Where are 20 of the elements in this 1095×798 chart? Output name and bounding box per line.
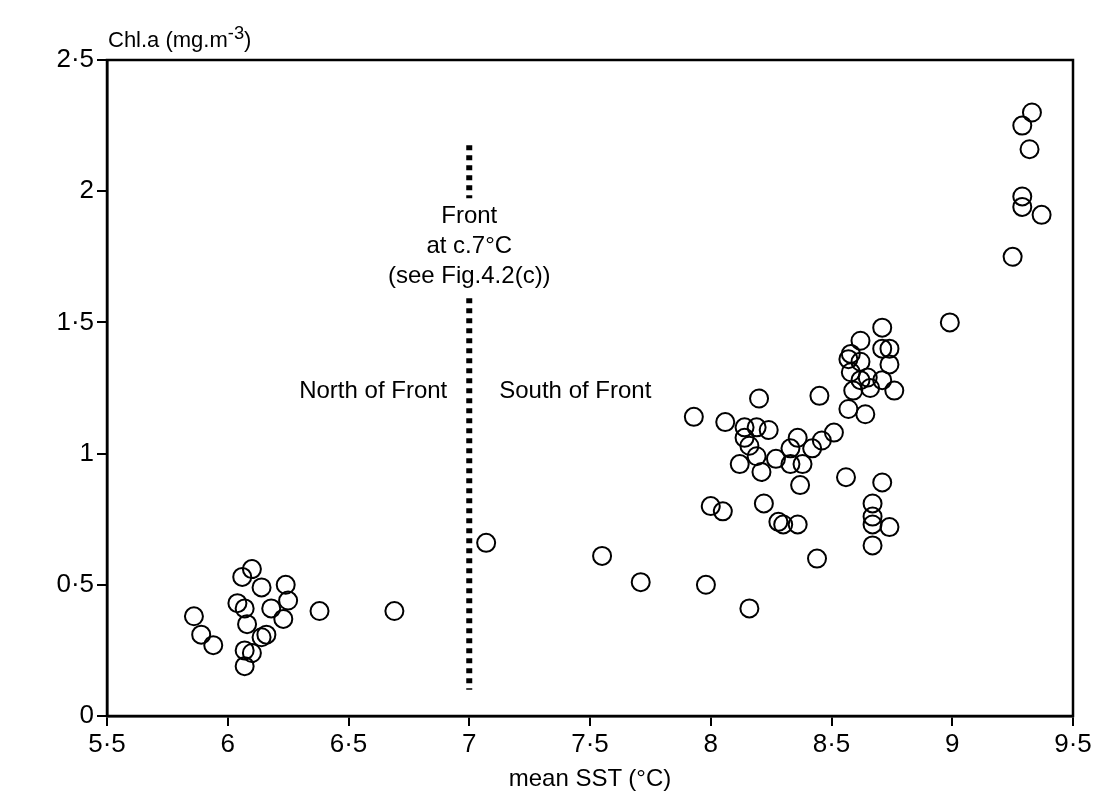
y-tick-label: 2·5 bbox=[56, 43, 94, 74]
y-tick-label: 2 bbox=[79, 174, 94, 205]
x-axis-title: mean SST (°C) bbox=[508, 764, 672, 792]
x-tick-label: 7 bbox=[462, 727, 477, 758]
annotation: North of Front bbox=[299, 375, 448, 403]
x-tick-label: 8 bbox=[703, 727, 718, 758]
y-tick-label: 0 bbox=[79, 699, 94, 730]
x-tick-label: 9 bbox=[945, 727, 960, 758]
x-tick-label: 9·5 bbox=[1054, 727, 1092, 758]
ref-line-label: Front at c.7°C (see Fig.4.2(c)) bbox=[387, 200, 551, 288]
x-tick-label: 8·5 bbox=[812, 727, 851, 758]
x-tick-label: 5·5 bbox=[88, 727, 126, 758]
x-tick-label: 6·5 bbox=[329, 727, 368, 758]
y-axis-title: Chl.a (mg.m$^{-3}$) bbox=[108, 22, 252, 54]
annotation: South of Front bbox=[499, 375, 652, 403]
y-tick-label: 0·5 bbox=[56, 567, 94, 598]
x-tick-label: 7·5 bbox=[571, 727, 609, 758]
y-tick-label: 1·5 bbox=[56, 305, 94, 336]
x-tick-label: 6 bbox=[220, 727, 235, 758]
y-tick-label: 1 bbox=[79, 436, 94, 467]
